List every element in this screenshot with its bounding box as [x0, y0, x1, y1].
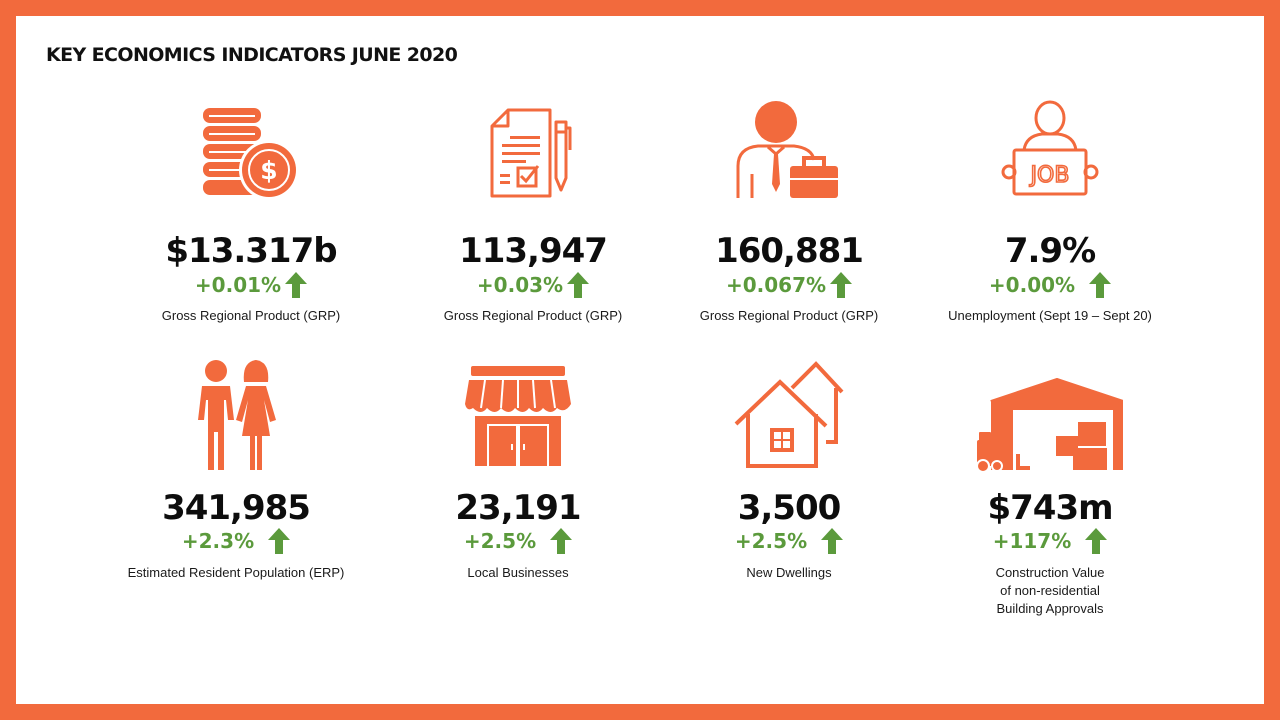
change-text: +2.5%: [463, 529, 537, 553]
indicator-label: Unemployment (Sept 19 – Sept 20): [948, 308, 1152, 323]
businessman-briefcase-icon: [736, 101, 838, 198]
indicator-value: 23,191: [455, 488, 581, 528]
indicator-label: New Dwellings: [746, 565, 832, 580]
couple-people-icon: [198, 360, 276, 470]
arrow-up-icon: [285, 272, 308, 298]
change-text: +0.01%: [194, 273, 282, 297]
indicator-change: +0.03%: [383, 272, 683, 298]
page-title: KEY ECONOMICS INDICATORS JUNE 2020: [46, 44, 458, 66]
indicator-change: +117%: [900, 528, 1200, 554]
indicator-label: Construction Value of non-residential Bu…: [900, 564, 1200, 618]
change-text: +0.00%: [988, 273, 1076, 297]
label-line: of non-residential: [1000, 583, 1100, 598]
indicator-label: Gross Regional Product (GRP): [443, 308, 623, 323]
label-line: Construction Value: [995, 565, 1105, 580]
change-text: +117%: [992, 529, 1072, 553]
indicator-value: $743m: [987, 488, 1113, 528]
houses-icon: [734, 361, 844, 468]
job-sign-person-icon: JOB: [1001, 100, 1099, 196]
svg-text:$: $: [260, 156, 277, 185]
change-text: +0.03%: [476, 273, 564, 297]
warehouse-forklift-icon: [976, 378, 1123, 473]
indicator-change: +0.00%: [900, 272, 1200, 298]
arrow-up-icon: [1089, 272, 1112, 298]
arrow-up-icon: [821, 528, 844, 554]
arrow-up-icon: [1085, 528, 1108, 554]
indicator-grp-3: 160,881 +0.067% Gross Regional Product (…: [639, 100, 939, 326]
indicator-unemployment: JOB 7.9% +0.00% Unemployment (Sept 19 – …: [900, 100, 1200, 326]
change-text: +0.067%: [725, 273, 827, 297]
indicator-construction: $743m +117% Construction Value of non-re…: [900, 378, 1200, 616]
arrow-up-icon: [268, 528, 291, 554]
indicator-grp-1: $ $13.317b +0.01% Gross Regional Product…: [101, 106, 401, 326]
indicator-label: Gross Regional Product (GRP): [161, 308, 341, 323]
arrow-up-icon: [830, 272, 853, 298]
indicator-value: 341,985: [162, 488, 311, 528]
indicator-value: 160,881: [715, 231, 864, 271]
indicator-label: Gross Regional Product (GRP): [699, 308, 879, 323]
indicator-grp-2: 113,947 +0.03% Gross Regional Product (G…: [383, 106, 683, 326]
indicator-change: +2.5%: [368, 528, 668, 554]
change-text: +2.5%: [734, 529, 808, 553]
indicator-value: $13.317b: [165, 231, 337, 271]
svg-text:JOB: JOB: [1029, 163, 1070, 188]
label-line: Building Approvals: [996, 601, 1104, 616]
coins-dollar-icon: $: [203, 108, 299, 200]
indicator-value: 113,947: [459, 231, 608, 271]
storefront-icon: [465, 366, 571, 466]
indicator-change: +0.01%: [101, 272, 401, 298]
indicator-label: Local Businesses: [467, 565, 569, 580]
indicator-change: +0.067%: [639, 272, 939, 298]
infographic-card: KEY ECONOMICS INDICATORS JUNE 2020 $ $13…: [16, 16, 1264, 704]
indicator-change: +2.3%: [86, 528, 386, 554]
document-pen-icon: [490, 108, 572, 198]
indicator-change: +2.5%: [639, 528, 939, 554]
indicator-value: 7.9%: [1004, 231, 1096, 271]
indicator-dwellings: 3,500 +2.5% New Dwellings: [639, 358, 939, 588]
arrow-up-icon: [567, 272, 590, 298]
change-text: +2.3%: [181, 529, 255, 553]
indicator-businesses: 23,191 +2.5% Local Businesses: [368, 364, 668, 588]
indicator-value: 3,500: [737, 488, 842, 528]
arrow-up-icon: [550, 528, 573, 554]
indicator-population: 341,985 +2.3% Estimated Resident Populat…: [86, 358, 386, 588]
indicator-label: Estimated Resident Population (ERP): [127, 565, 345, 580]
